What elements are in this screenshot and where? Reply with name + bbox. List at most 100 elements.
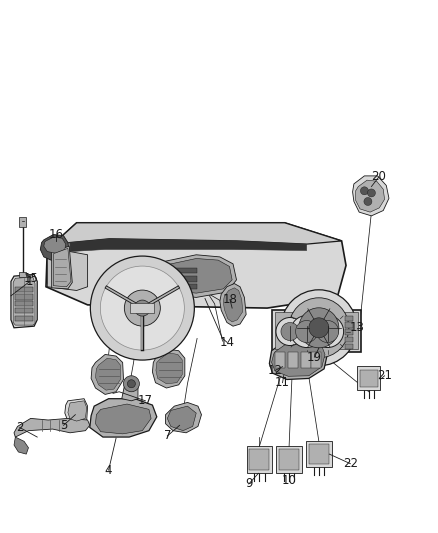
Text: 12: 12 bbox=[268, 364, 283, 377]
Polygon shape bbox=[95, 404, 151, 434]
Polygon shape bbox=[46, 223, 346, 308]
Bar bbox=[301, 352, 311, 368]
Polygon shape bbox=[122, 378, 138, 401]
Bar bbox=[345, 337, 353, 342]
Polygon shape bbox=[159, 255, 237, 297]
Circle shape bbox=[317, 320, 339, 343]
Polygon shape bbox=[44, 237, 66, 253]
Circle shape bbox=[124, 290, 160, 326]
Bar bbox=[131, 303, 154, 313]
Bar bbox=[15, 316, 33, 321]
Polygon shape bbox=[11, 274, 37, 328]
Bar bbox=[345, 344, 353, 349]
Bar bbox=[276, 352, 285, 368]
Polygon shape bbox=[272, 342, 325, 376]
Circle shape bbox=[281, 322, 299, 341]
Circle shape bbox=[134, 300, 150, 316]
Circle shape bbox=[139, 305, 145, 311]
Polygon shape bbox=[52, 246, 72, 289]
Text: 1: 1 bbox=[26, 275, 34, 288]
Text: 2: 2 bbox=[16, 421, 24, 434]
Polygon shape bbox=[53, 248, 71, 287]
Text: 16: 16 bbox=[49, 228, 64, 241]
Polygon shape bbox=[14, 418, 90, 437]
Polygon shape bbox=[14, 437, 28, 454]
Bar bbox=[249, 449, 269, 470]
Bar bbox=[345, 316, 353, 321]
Circle shape bbox=[364, 197, 372, 206]
Bar bbox=[19, 217, 26, 227]
Text: 15: 15 bbox=[23, 272, 38, 285]
Bar bbox=[311, 352, 321, 368]
Text: 21: 21 bbox=[377, 369, 392, 382]
Circle shape bbox=[289, 298, 349, 358]
Polygon shape bbox=[70, 239, 307, 252]
Circle shape bbox=[90, 256, 194, 360]
Circle shape bbox=[124, 376, 139, 392]
Text: 11: 11 bbox=[275, 376, 290, 389]
Bar bbox=[276, 446, 302, 473]
Polygon shape bbox=[90, 399, 157, 437]
Bar bbox=[345, 329, 353, 335]
Polygon shape bbox=[91, 354, 124, 394]
Bar bbox=[275, 312, 358, 349]
Polygon shape bbox=[40, 235, 69, 261]
Text: 5: 5 bbox=[60, 419, 67, 432]
Bar bbox=[15, 294, 33, 300]
Polygon shape bbox=[152, 349, 185, 388]
Polygon shape bbox=[167, 406, 196, 431]
Polygon shape bbox=[47, 223, 342, 249]
Polygon shape bbox=[47, 243, 88, 290]
Bar bbox=[173, 268, 197, 273]
Polygon shape bbox=[162, 259, 232, 293]
Polygon shape bbox=[269, 340, 328, 379]
Text: 14: 14 bbox=[219, 336, 234, 349]
Bar bbox=[279, 449, 299, 470]
Polygon shape bbox=[166, 402, 201, 433]
Bar bbox=[173, 276, 197, 282]
Bar bbox=[15, 287, 33, 292]
Text: 18: 18 bbox=[223, 293, 237, 306]
Bar bbox=[288, 352, 297, 368]
Text: 19: 19 bbox=[307, 351, 322, 364]
Bar bbox=[247, 446, 272, 473]
Text: 10: 10 bbox=[282, 474, 297, 487]
Text: 9: 9 bbox=[245, 478, 253, 490]
Text: 4: 4 bbox=[105, 464, 113, 477]
Polygon shape bbox=[356, 180, 385, 212]
Bar bbox=[360, 370, 378, 387]
Bar bbox=[19, 272, 26, 277]
Circle shape bbox=[281, 290, 357, 366]
Bar bbox=[15, 308, 33, 313]
Polygon shape bbox=[223, 288, 243, 322]
Bar bbox=[173, 284, 197, 289]
Bar bbox=[15, 301, 33, 306]
Circle shape bbox=[100, 266, 184, 350]
Circle shape bbox=[311, 316, 344, 348]
Polygon shape bbox=[353, 176, 389, 216]
Bar bbox=[306, 441, 332, 467]
Text: 17: 17 bbox=[138, 394, 153, 407]
Text: 13: 13 bbox=[350, 321, 364, 334]
Circle shape bbox=[309, 318, 329, 338]
Circle shape bbox=[299, 308, 339, 348]
Circle shape bbox=[127, 379, 135, 388]
Circle shape bbox=[367, 189, 375, 197]
Text: 22: 22 bbox=[343, 457, 358, 470]
Bar bbox=[309, 444, 329, 464]
Polygon shape bbox=[68, 401, 87, 421]
Polygon shape bbox=[156, 353, 182, 384]
Bar bbox=[357, 367, 380, 390]
Text: 20: 20 bbox=[371, 171, 386, 183]
Circle shape bbox=[290, 316, 323, 348]
Circle shape bbox=[360, 187, 368, 195]
Polygon shape bbox=[95, 358, 120, 390]
Bar bbox=[272, 310, 361, 352]
Circle shape bbox=[276, 318, 304, 345]
Circle shape bbox=[296, 320, 318, 343]
Polygon shape bbox=[65, 399, 88, 424]
Polygon shape bbox=[13, 277, 35, 325]
Text: 7: 7 bbox=[163, 430, 171, 442]
Bar bbox=[345, 322, 353, 328]
Polygon shape bbox=[220, 284, 246, 326]
